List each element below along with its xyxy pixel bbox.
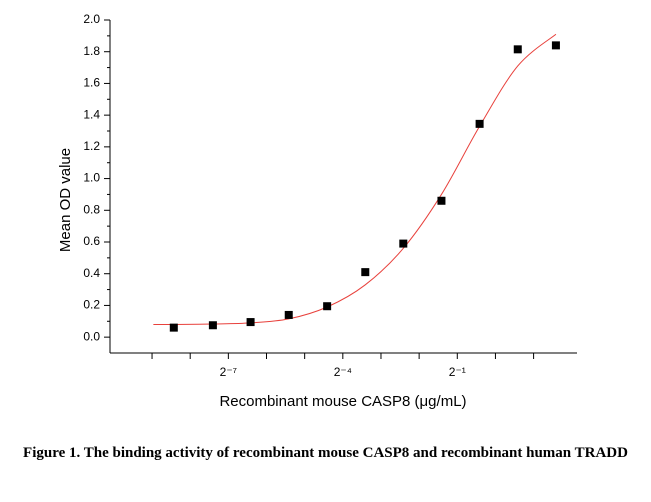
y-tick-label: 1.4 xyxy=(83,107,100,121)
y-tick-label: 1.2 xyxy=(83,139,100,153)
y-tick-label: 0.8 xyxy=(83,202,100,216)
y-tick-label: 1.8 xyxy=(83,44,100,58)
y-tick-label: 1.6 xyxy=(83,76,100,90)
y-axis-label: Mean OD value xyxy=(57,148,74,252)
y-tick-label: 1.0 xyxy=(83,171,100,185)
data-point xyxy=(475,119,484,128)
data-point xyxy=(208,321,217,330)
data-point xyxy=(246,318,255,327)
y-tick-label: 0.4 xyxy=(83,266,100,280)
y-tick-label: 0.0 xyxy=(83,329,100,343)
x-tick-label: 2⁻¹ xyxy=(449,365,466,379)
x-tick-label: 2⁻⁷ xyxy=(220,365,237,379)
caption: Figure 1. The binding activity of recomb… xyxy=(23,445,628,461)
data-point xyxy=(551,41,560,50)
data-point xyxy=(399,239,408,248)
data-point xyxy=(323,302,332,311)
data-point xyxy=(437,196,446,205)
y-tick-label: 2.0 xyxy=(83,12,100,26)
x-axis-label: Recombinant mouse CASP8 (μg/mL) xyxy=(219,393,466,410)
chart: Mean OD value Recombinant mouse CASP8 (μ… xyxy=(57,12,577,410)
x-tick-label: 2⁻⁴ xyxy=(334,365,352,379)
y-tick-label: 0.6 xyxy=(83,234,100,248)
fit-curve xyxy=(153,33,557,325)
data-point xyxy=(513,45,522,54)
data-point xyxy=(361,268,370,277)
y-tick-label: 0.2 xyxy=(83,298,100,312)
data-point xyxy=(169,323,178,332)
data-point xyxy=(284,310,293,319)
